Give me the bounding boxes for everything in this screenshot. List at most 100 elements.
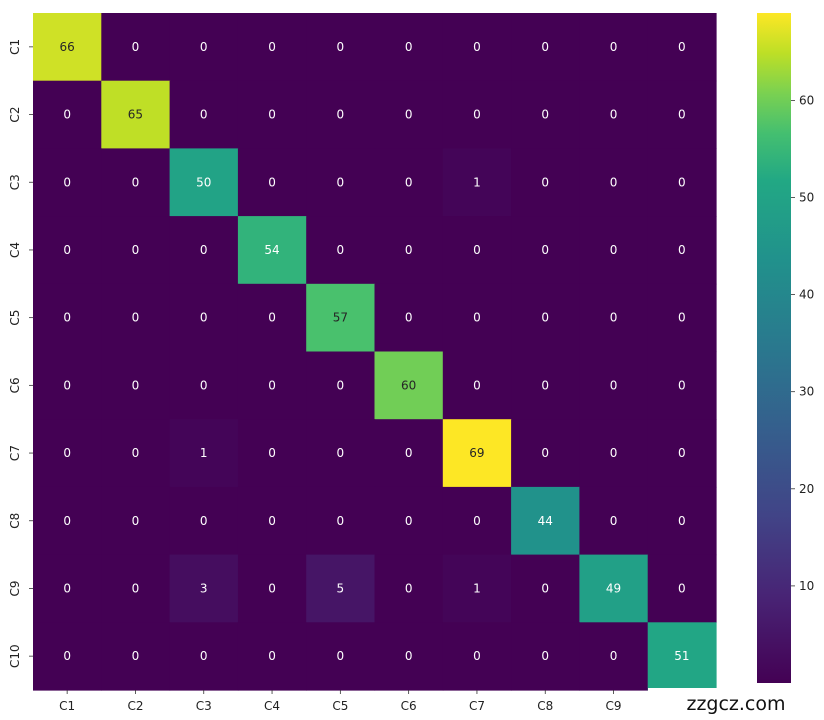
heatmap-cell — [169, 13, 239, 82]
cell-value-label: 0 — [63, 446, 71, 460]
heatmap-cell — [169, 80, 239, 149]
cell-value-label: 0 — [132, 40, 140, 54]
cell-value-label: 0 — [268, 40, 276, 54]
cell-value-label: 0 — [132, 514, 140, 528]
cell-value-label: 0 — [678, 40, 686, 54]
heatmap-cell — [647, 148, 717, 217]
cell-value-label: 0 — [63, 108, 71, 122]
cell-value-label: 44 — [538, 514, 553, 528]
cell-value-label: 0 — [268, 175, 276, 189]
x-tick-label: C1 — [59, 699, 75, 713]
heatmap-cell — [169, 486, 239, 556]
heatmap-cell — [306, 13, 376, 82]
heatmap-cell — [442, 486, 512, 556]
heatmap-cell — [169, 351, 239, 420]
cell-value-label: 0 — [610, 649, 618, 663]
cell-value-label: 0 — [541, 175, 549, 189]
heatmap-cell — [101, 80, 171, 149]
heatmap-cell — [579, 216, 649, 285]
heatmap-cell — [511, 148, 580, 217]
cell-value-label: 0 — [473, 108, 481, 122]
cell-value-label: 0 — [405, 243, 413, 257]
heatmap-cell — [237, 216, 307, 285]
heatmap-cell — [511, 283, 580, 353]
heatmap-cell — [442, 283, 512, 353]
heatmap-cell — [442, 216, 512, 285]
y-tick-label: C7 — [8, 445, 22, 461]
y-tick-label: C8 — [8, 513, 22, 529]
cell-value-label: 0 — [132, 243, 140, 257]
heatmap-cell — [169, 554, 239, 623]
heatmap-cell — [237, 13, 307, 82]
heatmap-cell — [647, 80, 717, 149]
cell-value-label: 0 — [405, 649, 413, 663]
cell-value-label: 0 — [473, 378, 481, 392]
heatmap-cell — [579, 351, 649, 420]
cell-value-label: 0 — [63, 175, 71, 189]
heatmap-cell — [101, 486, 171, 556]
heatmap-cell — [647, 419, 717, 488]
heatmap-cell — [579, 622, 649, 691]
heatmap-cell — [442, 419, 512, 488]
heatmap-cell — [511, 486, 580, 556]
cell-value-label: 0 — [541, 311, 549, 325]
cell-value-label: 0 — [610, 175, 618, 189]
cell-value-label: 0 — [541, 378, 549, 392]
heatmap-cell — [374, 13, 444, 82]
cell-value-label: 3 — [200, 581, 208, 595]
heatmap-cell — [169, 622, 239, 691]
y-tick-label: C10 — [8, 644, 22, 668]
cell-value-label: 1 — [200, 446, 208, 460]
cell-value-label: 69 — [469, 446, 484, 460]
cell-value-label: 0 — [610, 311, 618, 325]
cell-value-label: 1 — [473, 581, 481, 595]
heatmap-cell — [647, 351, 717, 420]
cell-value-label: 0 — [405, 311, 413, 325]
heatmap-cell — [374, 419, 444, 488]
cell-value-label: 0 — [337, 649, 345, 663]
colorbar-tick-label: 30 — [799, 385, 814, 399]
cell-value-label: 0 — [200, 378, 208, 392]
colorbar-tick-label: 60 — [799, 93, 814, 107]
colorbar-tick-label: 20 — [799, 482, 814, 496]
heatmap-cell — [306, 216, 376, 285]
cell-value-label: 0 — [268, 514, 276, 528]
heatmap-cell — [169, 419, 239, 488]
cell-value-label: 0 — [541, 649, 549, 663]
heatmap-cell — [33, 80, 102, 149]
heatmap-cell — [306, 351, 376, 420]
heatmap-cell — [647, 216, 717, 285]
heatmap-cell — [579, 148, 649, 217]
cell-value-label: 0 — [405, 514, 413, 528]
cell-value-label: 0 — [132, 311, 140, 325]
heatmap-cells — [33, 13, 717, 691]
heatmap-cell — [374, 351, 444, 420]
cell-value-label: 66 — [60, 40, 75, 54]
heatmap-cell — [442, 351, 512, 420]
x-tick-label: C5 — [332, 699, 348, 713]
heatmap-cell — [374, 622, 444, 691]
cell-value-label: 0 — [610, 243, 618, 257]
cell-value-label: 49 — [606, 581, 621, 595]
cell-value-label: 0 — [678, 108, 686, 122]
cell-value-label: 0 — [541, 581, 549, 595]
heatmap-cell — [374, 554, 444, 623]
heatmap-cell — [511, 554, 580, 623]
heatmap-cell — [579, 554, 649, 623]
heatmap-cell — [33, 486, 102, 556]
cell-value-label: 0 — [268, 311, 276, 325]
colorbar-tick-label: 40 — [799, 288, 814, 302]
cell-value-label: 0 — [473, 649, 481, 663]
heatmap-cell — [374, 283, 444, 353]
heatmap-cell — [33, 216, 102, 285]
heatmap-cell — [33, 622, 102, 691]
cell-value-label: 0 — [337, 40, 345, 54]
colorbar-tick-label: 10 — [799, 579, 814, 593]
heatmap-cell — [511, 80, 580, 149]
cell-value-label: 0 — [132, 446, 140, 460]
cell-value-label: 0 — [337, 108, 345, 122]
cell-value-label: 0 — [610, 108, 618, 122]
cell-value-label: 50 — [196, 175, 211, 189]
y-tick-label: C6 — [8, 377, 22, 393]
heatmap-cell — [169, 148, 239, 217]
